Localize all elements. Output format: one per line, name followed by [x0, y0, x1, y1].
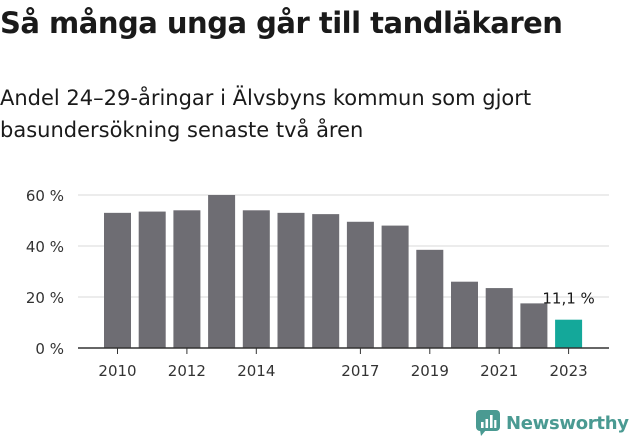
x-tick-label: 2014 — [237, 362, 275, 380]
bar — [242, 210, 270, 348]
x-tick-label: 2017 — [341, 362, 379, 380]
newsworthy-logo-icon — [476, 410, 500, 436]
bar — [416, 249, 444, 348]
x-tick-label: 2019 — [411, 362, 449, 380]
x-tick-label: 2023 — [550, 362, 588, 380]
bar — [451, 281, 478, 348]
x-tick-label: 2012 — [168, 362, 206, 380]
y-tick-label: 0 % — [35, 340, 64, 358]
bar — [520, 303, 548, 348]
y-tick-label: 60 % — [26, 187, 64, 205]
highlight-data-label: 11,1 % — [542, 290, 594, 308]
bar — [138, 211, 166, 348]
bar — [173, 210, 201, 348]
chart-subtitle: Andel 24–29-åringar i Älvsbyns kommun so… — [0, 86, 532, 142]
bar — [346, 221, 374, 348]
chart-title: Så många unga går till tandläkaren — [0, 6, 563, 40]
bar — [381, 225, 409, 348]
bar — [104, 212, 131, 348]
brand-name: Newsworthy — [506, 412, 629, 434]
bar — [485, 288, 513, 348]
x-tick-label: 2021 — [480, 362, 518, 380]
bar — [277, 212, 305, 348]
y-tick-label: 20 % — [26, 289, 64, 307]
bar-highlight — [555, 319, 583, 348]
bar — [208, 195, 236, 348]
y-tick-label: 40 % — [26, 238, 64, 256]
brand-logo: Newsworthy — [476, 408, 629, 438]
x-tick-label: 2010 — [98, 362, 136, 380]
bar — [312, 214, 340, 348]
